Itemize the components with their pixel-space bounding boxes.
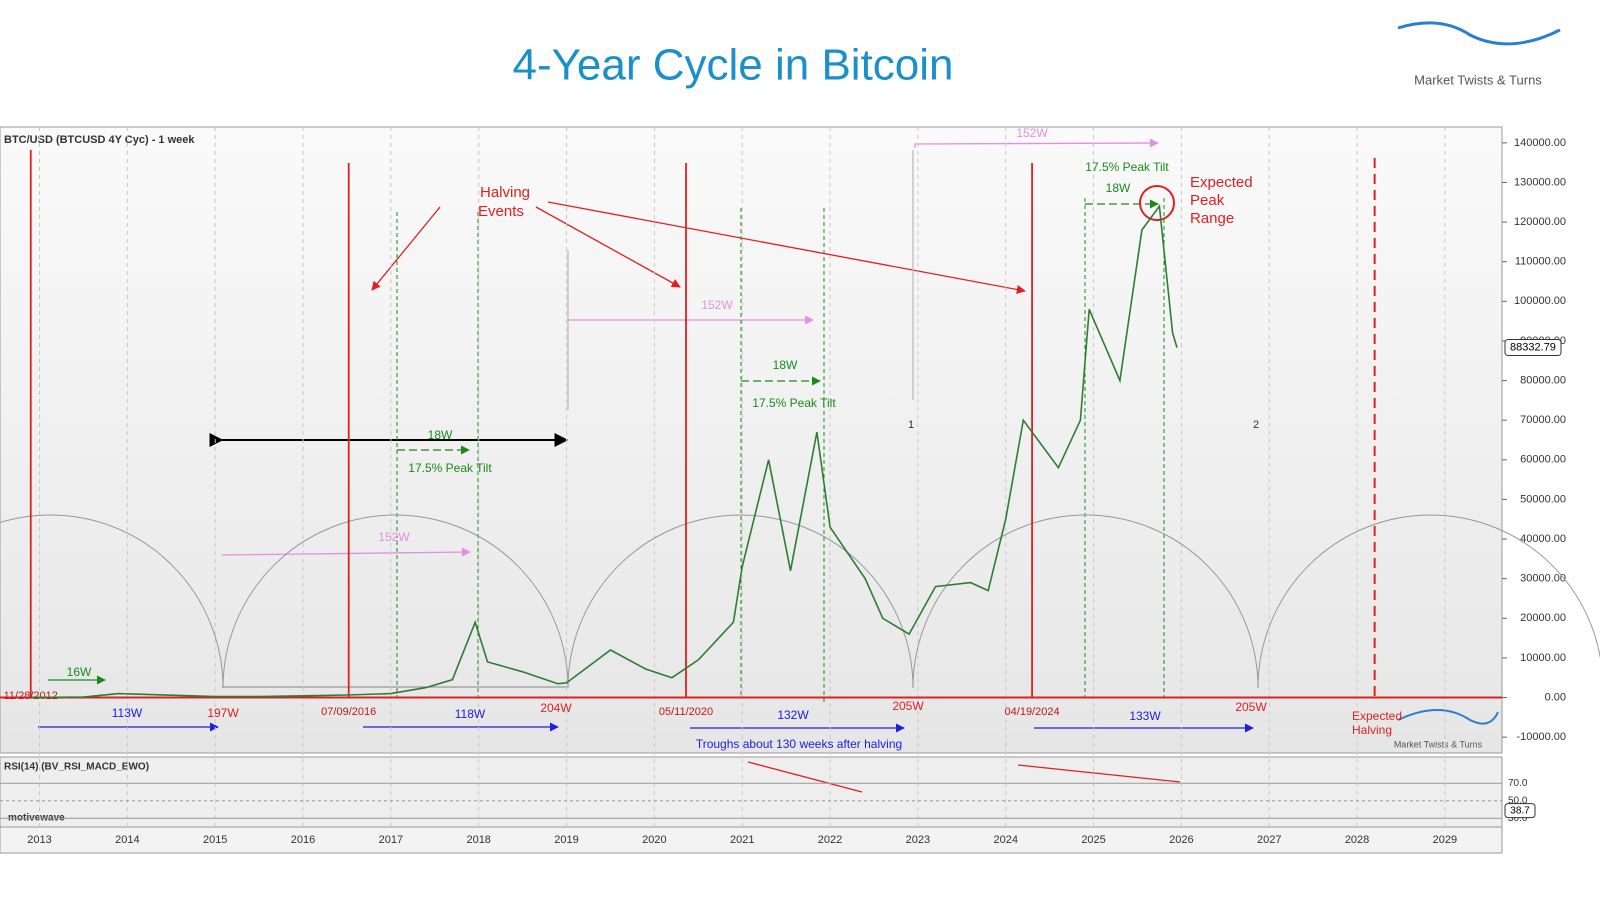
halving-date: 05/11/2020 bbox=[659, 706, 713, 718]
logo-swoosh-small bbox=[1397, 709, 1499, 725]
annotation: Halving bbox=[1352, 723, 1392, 737]
annotation: 2 bbox=[1253, 419, 1259, 431]
y-tick-label: 110000.00 bbox=[1515, 256, 1566, 268]
annotation: 113W bbox=[112, 706, 143, 720]
annotation: 204W bbox=[540, 701, 572, 715]
annotation: 132W bbox=[777, 708, 809, 722]
annotation: Expected bbox=[1190, 174, 1253, 191]
x-tick-label: 2017 bbox=[379, 834, 403, 846]
annotation: 152W bbox=[701, 298, 733, 312]
annotation: 152W bbox=[378, 530, 410, 544]
y-tick-label: 10000.00 bbox=[1520, 652, 1566, 664]
y-tick-label: 60000.00 bbox=[1520, 454, 1566, 466]
x-tick-label: 2021 bbox=[730, 834, 754, 846]
arrows bbox=[38, 138, 1254, 793]
cycle-arc bbox=[567, 514, 914, 689]
rsi-tick-label: 50.0 bbox=[1508, 795, 1528, 806]
x-tick-label: 2025 bbox=[1081, 834, 1105, 846]
logo-text: Market Twists & Turns bbox=[1414, 72, 1542, 87]
x-tick-label: 2024 bbox=[993, 834, 1017, 846]
annotation: 18W bbox=[773, 358, 798, 372]
x-tick-label: 2020 bbox=[642, 834, 666, 846]
annotation: 205W bbox=[1235, 700, 1267, 714]
x-tick-label: 2013 bbox=[27, 834, 51, 846]
rsi-title: RSI(14) (BV_RSI_MACD_EWO) bbox=[4, 762, 149, 773]
halving-date: 11/28/2012 bbox=[4, 690, 58, 702]
price-line bbox=[30, 204, 1178, 699]
annotation: Events bbox=[478, 203, 524, 220]
y-tick-label: 120000.00 bbox=[1514, 216, 1566, 228]
rsi-panel bbox=[0, 756, 1503, 828]
peak-tilt-lines bbox=[396, 198, 1165, 705]
annotation: Peak bbox=[1190, 192, 1225, 209]
annotation: 1 bbox=[908, 419, 914, 431]
y-tick-label: 100000.00 bbox=[1514, 295, 1566, 307]
annotation: 197W bbox=[207, 706, 239, 720]
annotation: 16W bbox=[67, 665, 92, 679]
x-tick-label: 2028 bbox=[1345, 834, 1369, 846]
y-tick-label: -10000.00 bbox=[1516, 731, 1566, 743]
cycle-arc bbox=[0, 514, 224, 689]
x-tick-label: 2014 bbox=[115, 834, 139, 846]
annotation: 133W bbox=[1129, 709, 1161, 723]
y-tick-label: 40000.00 bbox=[1520, 533, 1566, 545]
halving-date: 04/19/2024 bbox=[1005, 706, 1060, 718]
annotation: 17.5% Peak Tilt bbox=[752, 396, 836, 410]
y-tick-label: 80000.00 bbox=[1520, 374, 1566, 386]
x-tick-label: 2027 bbox=[1257, 834, 1281, 846]
x-tick-label: 2023 bbox=[906, 834, 930, 846]
x-tick-label: 2018 bbox=[466, 834, 490, 846]
annotation: Range bbox=[1190, 210, 1234, 227]
y-tick-label: 70000.00 bbox=[1520, 414, 1566, 426]
x-tick-label: 2029 bbox=[1433, 834, 1457, 846]
x-tick-label: 2019 bbox=[554, 834, 578, 846]
rsi-tick-label: 30.0 bbox=[1508, 813, 1528, 824]
logo-text-small: Market Twists & Turns bbox=[1394, 739, 1483, 749]
page-title: 4-Year Cycle in Bitcoin bbox=[512, 41, 953, 90]
chart-title: BTC/USD (BTCUSD 4Y Cyc) - 1 week bbox=[4, 134, 195, 146]
x-tick-label: 2015 bbox=[203, 834, 227, 846]
x-axis-band bbox=[0, 826, 1503, 854]
annotation: 152W bbox=[1016, 126, 1048, 140]
cycle-arc bbox=[222, 514, 569, 689]
x-tick-label: 2016 bbox=[291, 834, 315, 846]
logo-swoosh bbox=[1397, 21, 1561, 46]
x-tick-label: 2026 bbox=[1169, 834, 1193, 846]
annotation: 17.5% Peak Tilt bbox=[408, 461, 492, 475]
rsi-last-box bbox=[1504, 803, 1536, 819]
annotation: 18W bbox=[1106, 181, 1131, 195]
y-tick-label: 30000.00 bbox=[1520, 573, 1566, 585]
y-tick-label: 0.00 bbox=[1545, 691, 1566, 703]
annotation: 18W bbox=[428, 428, 453, 442]
annotation: Halving bbox=[480, 184, 530, 201]
annotation: Troughs about 130 weeks after halving bbox=[696, 737, 902, 751]
last-price-label: 88332.79 bbox=[1510, 341, 1556, 353]
annotation: 118W bbox=[455, 707, 486, 721]
rsi-tick-label: 70.0 bbox=[1508, 778, 1528, 789]
x-tick-label: 2022 bbox=[818, 834, 842, 846]
y-tick-label: 140000.00 bbox=[1514, 137, 1566, 149]
cycle-arc bbox=[912, 514, 1259, 689]
halving-date: 07/09/2016 bbox=[321, 706, 376, 718]
y-tick-label: 130000.00 bbox=[1514, 176, 1566, 188]
y-tick-label: 20000.00 bbox=[1520, 612, 1566, 624]
annotation: 17.5% Peak Tilt bbox=[1085, 160, 1169, 174]
last-price-box bbox=[1504, 339, 1562, 357]
annotation: Expected bbox=[1352, 709, 1402, 723]
rsi-last-label: 38.7 bbox=[1510, 805, 1530, 816]
annotation: 205W bbox=[892, 699, 924, 713]
cycle-arc bbox=[1257, 514, 1600, 689]
y-tick-label: 50000.00 bbox=[1520, 493, 1566, 505]
